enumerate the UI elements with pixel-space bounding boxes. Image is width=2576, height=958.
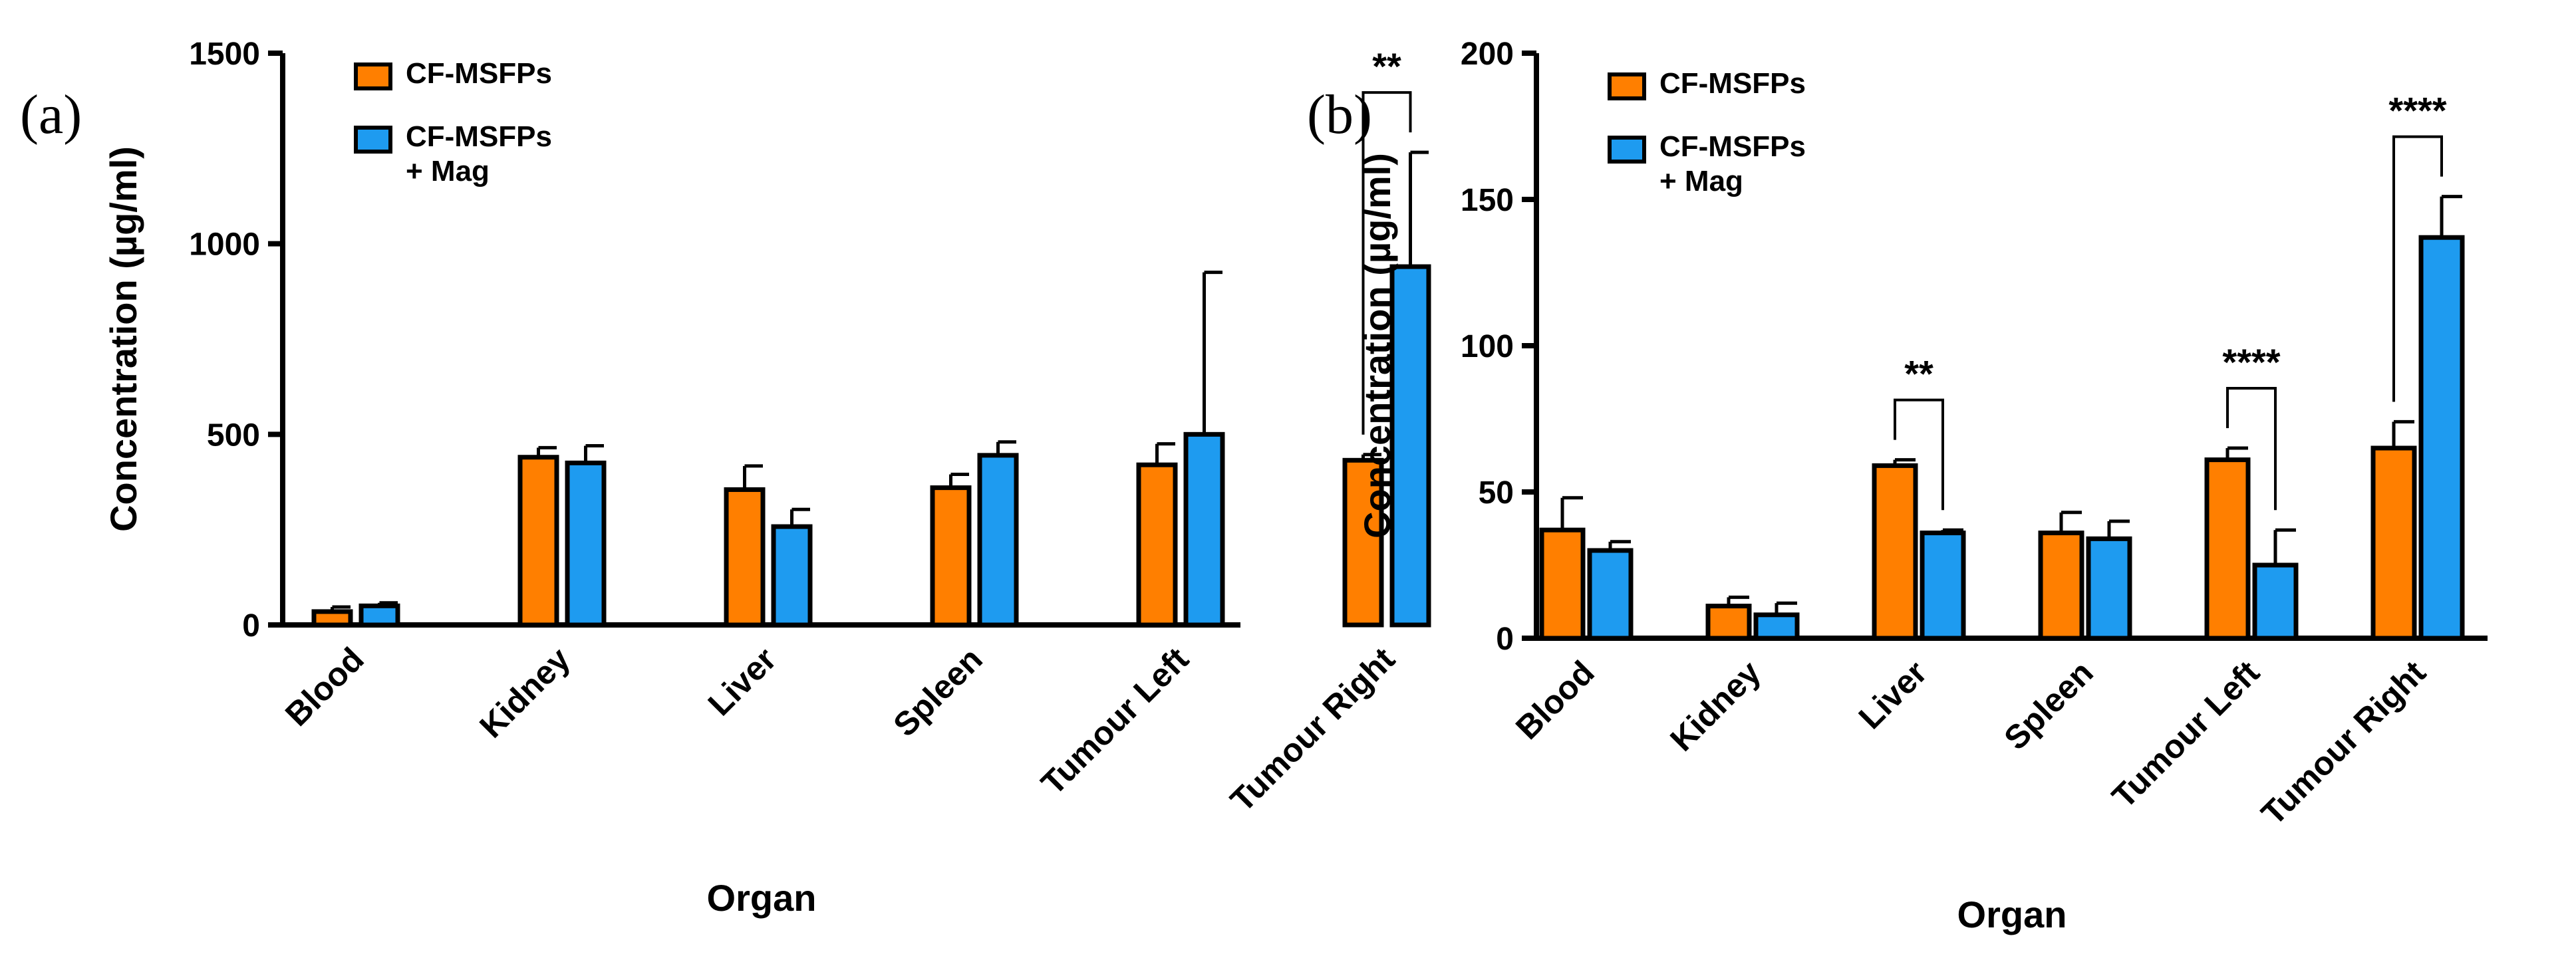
- y-tick-label: 200: [1461, 37, 1514, 72]
- x-axis-title: Organ: [707, 877, 817, 919]
- x-tick-label: Blood: [278, 640, 371, 733]
- bar: [724, 487, 766, 628]
- bar: [2204, 457, 2251, 641]
- bar: [2418, 235, 2465, 641]
- significance-bracket: [1894, 398, 1944, 511]
- legend-label: CF-MSFPs + Mag: [406, 120, 552, 187]
- bar: [311, 609, 353, 628]
- legend-swatch: [354, 62, 392, 90]
- bar: [771, 524, 813, 628]
- bar: [977, 453, 1019, 628]
- y-tick-label: 500: [207, 418, 260, 453]
- bar: [930, 485, 972, 628]
- bar: [1539, 527, 1586, 641]
- bar: [1342, 457, 1384, 628]
- legend-swatch: [354, 126, 392, 154]
- significance-label: ****: [2222, 341, 2280, 383]
- y-axis-title: Concentration (µg/ml): [1356, 153, 1398, 539]
- bar: [517, 455, 559, 628]
- chart-panel-a: (a) 0 500 1000 1500 Blood Kidney Liver Spleen Tum…: [20, 37, 1431, 919]
- x-tick-label: Liver: [1852, 654, 1934, 736]
- bar: [358, 603, 400, 628]
- y-tick-label: 100: [1461, 329, 1514, 364]
- bar: [1705, 604, 1752, 641]
- bar: [2038, 531, 2084, 641]
- bar: [2370, 445, 2417, 641]
- significance-bracket: [2226, 387, 2277, 511]
- x-tick-label: Tumour Right: [1223, 640, 1402, 819]
- panel-letter: (b): [1307, 84, 1372, 146]
- legend-label: CF-MSFPs: [1659, 67, 1806, 100]
- significance-label: **: [1372, 45, 1401, 87]
- legend-swatch: [1608, 72, 1646, 100]
- legend-label-line: + Mag: [1659, 165, 1743, 197]
- bar: [2252, 562, 2299, 641]
- x-tick-label: Tumour Left: [1034, 640, 1196, 802]
- bar: [1136, 462, 1178, 628]
- x-tick-label: Tumour Left: [2105, 654, 2267, 815]
- y-tick-label: 1500: [189, 37, 260, 72]
- bar: [1920, 531, 1966, 641]
- x-tick-label: Liver: [701, 640, 784, 723]
- legend-label-line: CF-MSFPs: [406, 57, 552, 90]
- x-tick-label: Blood: [1508, 654, 1602, 747]
- legend-label: CF-MSFPs: [406, 57, 552, 90]
- x-tick-label: Kidney: [472, 640, 577, 745]
- x-tick-label: Kidney: [1663, 654, 1768, 759]
- legend-label: CF-MSFPs + Mag: [1659, 130, 1806, 197]
- x-tick-label: Spleen: [1997, 654, 2100, 757]
- bar: [1389, 264, 1431, 628]
- y-tick-label: 0: [1496, 622, 1514, 657]
- y-tick-label: 50: [1479, 475, 1514, 511]
- legend-label-line: CF-MSFPs: [406, 120, 552, 153]
- legend-label-line: CF-MSFPs: [1659, 67, 1806, 100]
- y-tick-label: 0: [242, 608, 260, 644]
- significance-bracket: [2392, 135, 2443, 402]
- bar: [565, 460, 607, 628]
- bar: [1587, 548, 1634, 641]
- legend-label-line: + Mag: [406, 155, 490, 187]
- y-tick-label: 150: [1461, 183, 1514, 218]
- bar: [1183, 431, 1225, 628]
- significance-label: **: [1904, 353, 1933, 395]
- legend-swatch: [1608, 136, 1646, 164]
- panel-letter: (a): [20, 84, 82, 146]
- significance-bracket: [1361, 91, 1412, 435]
- bar: [2086, 536, 2132, 641]
- bar: [1753, 612, 1800, 641]
- y-tick-label: 1000: [189, 227, 260, 263]
- x-tick-label: Tumour Right: [2254, 654, 2433, 832]
- y-axis-title: Concentration (µg/ml): [102, 146, 144, 532]
- x-tick-label: Spleen: [886, 640, 990, 744]
- bar: [1872, 463, 1918, 641]
- legend-label-line: CF-MSFPs: [1659, 130, 1806, 163]
- significance-label: ****: [2388, 90, 2446, 132]
- x-axis-title: Organ: [1957, 894, 2067, 935]
